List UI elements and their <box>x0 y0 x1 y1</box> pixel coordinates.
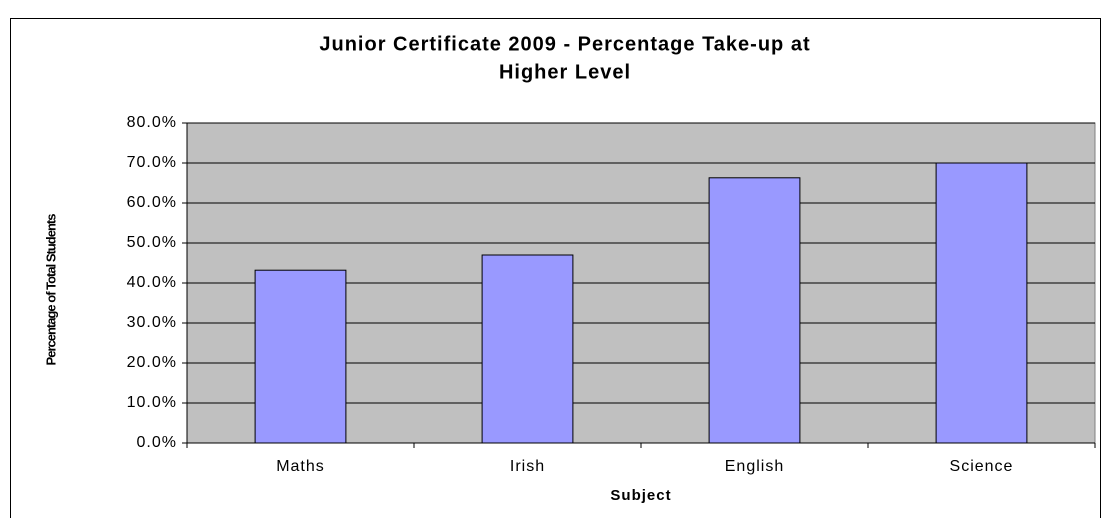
x-axis-title: Subject <box>610 487 671 504</box>
y-axis-title: Percentage of Total Students <box>43 214 58 366</box>
bar <box>481 254 574 444</box>
y-tick-label: 70.0% <box>127 154 177 171</box>
x-tick-label: Science <box>950 458 1014 475</box>
x-tick-label: Maths <box>276 458 325 475</box>
bar <box>708 177 801 444</box>
y-tick-label: 30.0% <box>127 314 177 331</box>
y-tick-label: 0.0% <box>137 434 177 451</box>
y-tick-label: 80.0% <box>127 114 177 131</box>
x-tick-label: English <box>725 458 784 475</box>
bar <box>254 269 347 444</box>
bar <box>935 162 1028 444</box>
y-tick-label: 40.0% <box>127 274 177 291</box>
chart-title: Junior Certificate 2009 - Percentage Tak… <box>319 33 810 55</box>
y-tick-label: 20.0% <box>127 354 177 371</box>
chart-title: Higher Level <box>499 61 631 83</box>
y-tick-label: 10.0% <box>127 394 177 411</box>
x-tick-label: Irish <box>510 458 545 475</box>
y-tick-label: 60.0% <box>127 194 177 211</box>
y-tick-label: 50.0% <box>127 234 177 251</box>
